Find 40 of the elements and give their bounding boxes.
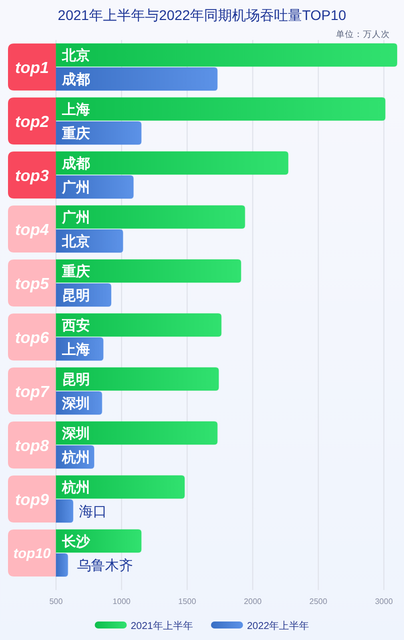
x-tick-label: 1000 [112, 597, 132, 606]
data-label: 深圳 [61, 394, 90, 411]
data-label: 长沙 [61, 533, 91, 550]
data-label: 杭州 [61, 448, 90, 465]
x-tick-label: 2000 [244, 597, 262, 606]
x-tick-label: 3000 [374, 597, 394, 606]
data-label: 西安 [61, 317, 90, 334]
y-tick-label: top4 [15, 222, 49, 239]
data-label: 昆明 [62, 371, 90, 388]
data-label: 北京 [61, 232, 90, 249]
data-label: 乌鲁木齐 [77, 556, 133, 573]
data-label: 上海 [61, 340, 90, 357]
y-tick-label: top5 [15, 276, 50, 293]
y-tick-label: top10 [13, 545, 51, 562]
data-label: 海口 [79, 502, 108, 519]
y-tick-label: top8 [15, 438, 49, 455]
legend-label: 2021年上半年 [130, 620, 193, 632]
data-label: 成都 [61, 155, 90, 172]
x-tick-label: 2500 [309, 597, 328, 606]
data-label: 广州 [61, 209, 90, 226]
data-label: 上海 [61, 101, 90, 118]
x-tick-label: 1500 [178, 597, 197, 606]
y-tick-label: top9 [15, 492, 49, 509]
data-label: 广州 [61, 178, 90, 195]
data-label: 深圳 [61, 425, 90, 442]
y-tick-label: top7 [15, 384, 50, 401]
data-label: 成都 [61, 70, 90, 87]
data-label: 杭州 [61, 479, 90, 496]
data-label: 昆明 [62, 286, 90, 303]
chart-title: 2021年上半年与2022年同期机场吞吐量TOP10 [58, 7, 346, 23]
y-tick-label: top1 [15, 60, 49, 77]
y-tick-label: top6 [15, 330, 49, 347]
data-label: 重庆 [61, 124, 90, 141]
y-tick-label: top2 [15, 114, 49, 131]
chart-subtitle: 单位：万人次 [336, 29, 390, 39]
data-label: 重庆 [61, 263, 90, 280]
x-tick-label: 500 [49, 597, 64, 606]
y-tick-label: top3 [15, 168, 49, 185]
legend-label: 2022年上半年 [247, 620, 310, 632]
data-label: 北京 [61, 47, 90, 64]
